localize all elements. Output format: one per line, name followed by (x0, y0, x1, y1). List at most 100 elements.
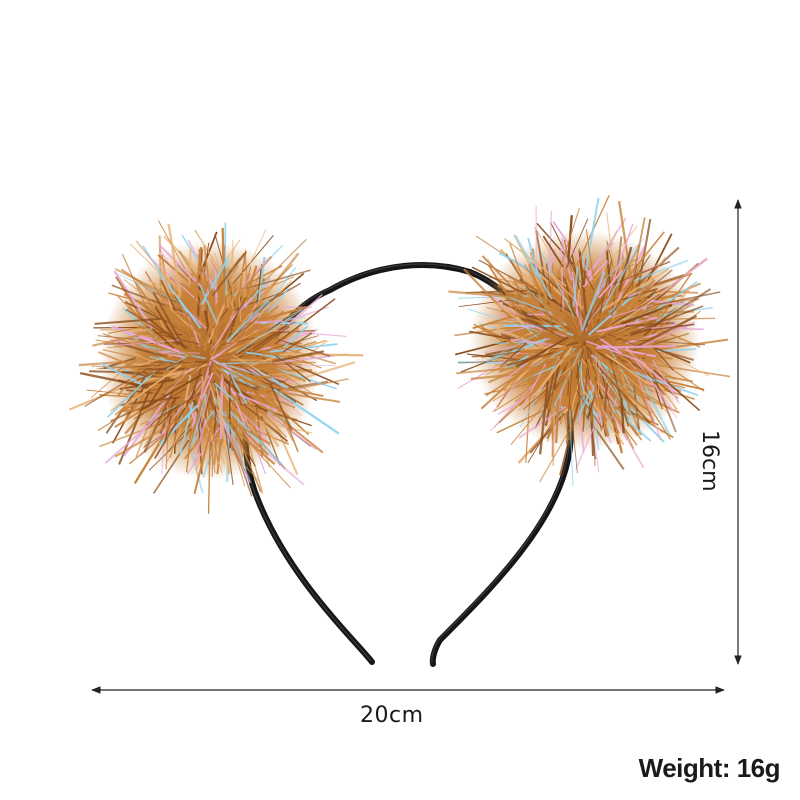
tinsel-strand (644, 385, 671, 436)
tinsel-strand (472, 314, 518, 330)
tinsel-strand (154, 306, 179, 346)
left-tinsel-pompom (68, 220, 364, 514)
tinsel-strand (135, 240, 185, 300)
tinsel-strand (502, 325, 531, 335)
tinsel-strand (216, 324, 262, 355)
tinsel-strand (542, 235, 564, 268)
tinsel-strand (102, 348, 179, 368)
tinsel-strand (481, 350, 521, 358)
tinsel-strand (586, 344, 646, 376)
tinsel-strand (560, 237, 573, 281)
tinsel-strand (271, 350, 325, 363)
tinsel-strand (538, 381, 550, 455)
tinsel-strand (545, 263, 552, 294)
tinsel-strand (587, 358, 610, 437)
tinsel-strand (498, 372, 554, 424)
tinsel-strand (571, 255, 581, 290)
tinsel-strand (114, 418, 181, 458)
tinsel-strand (542, 295, 571, 316)
tinsel-strand (554, 399, 560, 444)
tinsel-strand (149, 356, 178, 364)
tinsel-strand (217, 409, 251, 484)
tinsel-strand (617, 201, 633, 279)
tinsel-strand (226, 426, 230, 482)
tinsel-strand (225, 432, 248, 475)
tinsel-strand (148, 256, 199, 302)
tinsel-strand (160, 350, 201, 354)
tinsel-strand (277, 338, 331, 357)
tinsel-strand (590, 390, 600, 451)
tinsel-strand (620, 398, 625, 434)
tinsel-strand (190, 368, 202, 400)
tinsel-strand (244, 310, 285, 343)
tinsel-strand (221, 337, 255, 346)
tinsel-strand (256, 406, 287, 438)
tinsel-strand (198, 387, 211, 430)
tinsel-strand (149, 367, 193, 411)
tinsel-strand (246, 269, 311, 290)
tinsel-strand (520, 337, 574, 381)
tinsel-strand (575, 389, 603, 430)
tinsel-strand (515, 336, 569, 368)
tinsel-strand (282, 325, 309, 349)
tinsel-strand (480, 354, 541, 410)
tinsel-strand (595, 289, 621, 320)
tinsel-strand (590, 298, 609, 319)
tinsel-strand (207, 304, 226, 344)
tinsel-strand (161, 262, 173, 311)
tinsel-strand (584, 345, 593, 388)
tinsel-strand (193, 419, 214, 494)
tinsel-strand (603, 257, 639, 279)
tinsel-strand (232, 321, 296, 358)
tinsel-strand (252, 325, 290, 353)
tinsel-strand (560, 247, 565, 312)
tinsel-strand (542, 266, 585, 310)
tinsel-strand (607, 395, 635, 450)
tinsel-strand (232, 354, 268, 377)
tinsel-strand (158, 243, 202, 288)
tinsel-strand (267, 387, 294, 405)
tinsel-strand (225, 299, 270, 343)
tinsel-strand (207, 283, 235, 335)
tinsel-strand (228, 323, 286, 354)
tinsel-strand (98, 351, 166, 380)
tinsel-strand (233, 372, 265, 389)
tinsel-strand (92, 334, 140, 347)
tinsel-strand (231, 235, 274, 286)
tinsel-strand (649, 334, 687, 345)
tinsel-strand (585, 280, 595, 328)
tinsel-strand (536, 298, 565, 323)
tinsel-strand (107, 325, 149, 334)
tinsel-strand (508, 242, 531, 300)
tinsel-strand (617, 368, 672, 416)
tinsel-strand (570, 405, 578, 474)
tinsel-strand (211, 366, 246, 413)
tinsel-strand (269, 384, 293, 431)
tinsel-strand (222, 415, 271, 445)
tinsel-strand (651, 345, 691, 364)
tinsel-strand (254, 361, 316, 364)
tinsel-strand (199, 274, 207, 315)
tinsel-strand (125, 300, 162, 350)
tinsel-strand (613, 406, 653, 424)
tinsel-strand (224, 361, 273, 410)
tinsel-strand (245, 374, 273, 379)
tinsel-strand (578, 251, 589, 328)
tinsel-strand (235, 308, 304, 354)
tinsel-strand (193, 374, 211, 398)
tinsel-strand (490, 382, 536, 432)
tinsel-strand (471, 266, 527, 296)
tinsel-strand (596, 379, 620, 408)
tinsel-strand (587, 393, 596, 460)
tinsel-strand (612, 304, 670, 342)
tinsel-strand (591, 225, 638, 285)
tinsel-strand (607, 375, 629, 398)
tinsel-strand (228, 373, 243, 406)
tinsel-strand (488, 362, 533, 384)
tinsel-strand (251, 404, 312, 427)
tinsel-strand (164, 426, 182, 467)
tinsel-strand (597, 360, 600, 416)
tinsel-strand (533, 226, 576, 294)
tinsel-strand (240, 266, 252, 304)
